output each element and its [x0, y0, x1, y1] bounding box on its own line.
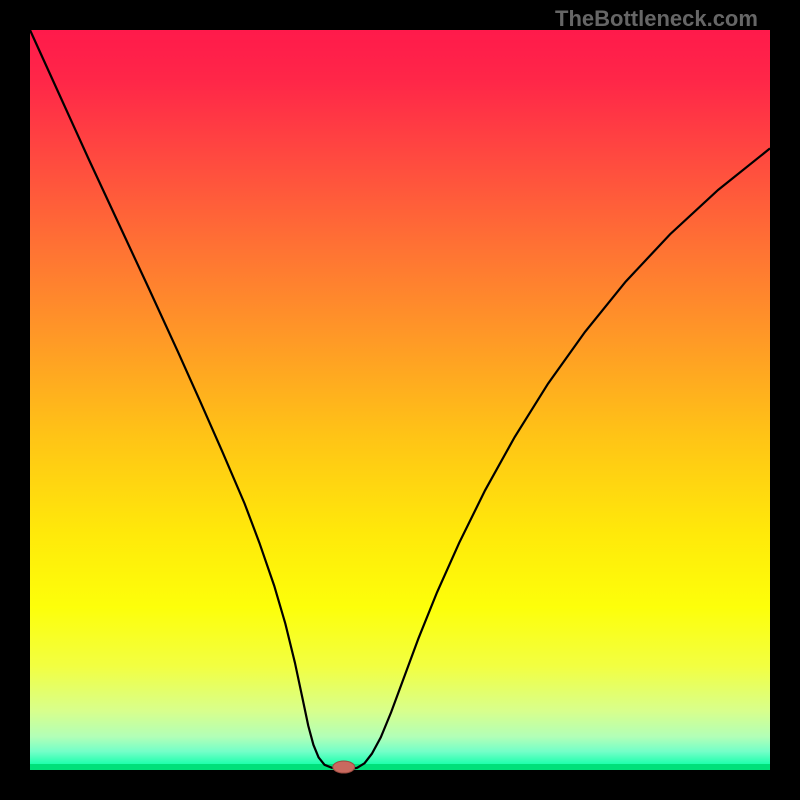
watermark-text: TheBottleneck.com — [555, 6, 758, 32]
bottleneck-chart — [0, 0, 800, 800]
chart-container: TheBottleneck.com — [0, 0, 800, 800]
gradient-plot-area — [30, 30, 770, 770]
bottom-green-band — [30, 764, 770, 770]
optimal-point-marker — [333, 761, 355, 773]
